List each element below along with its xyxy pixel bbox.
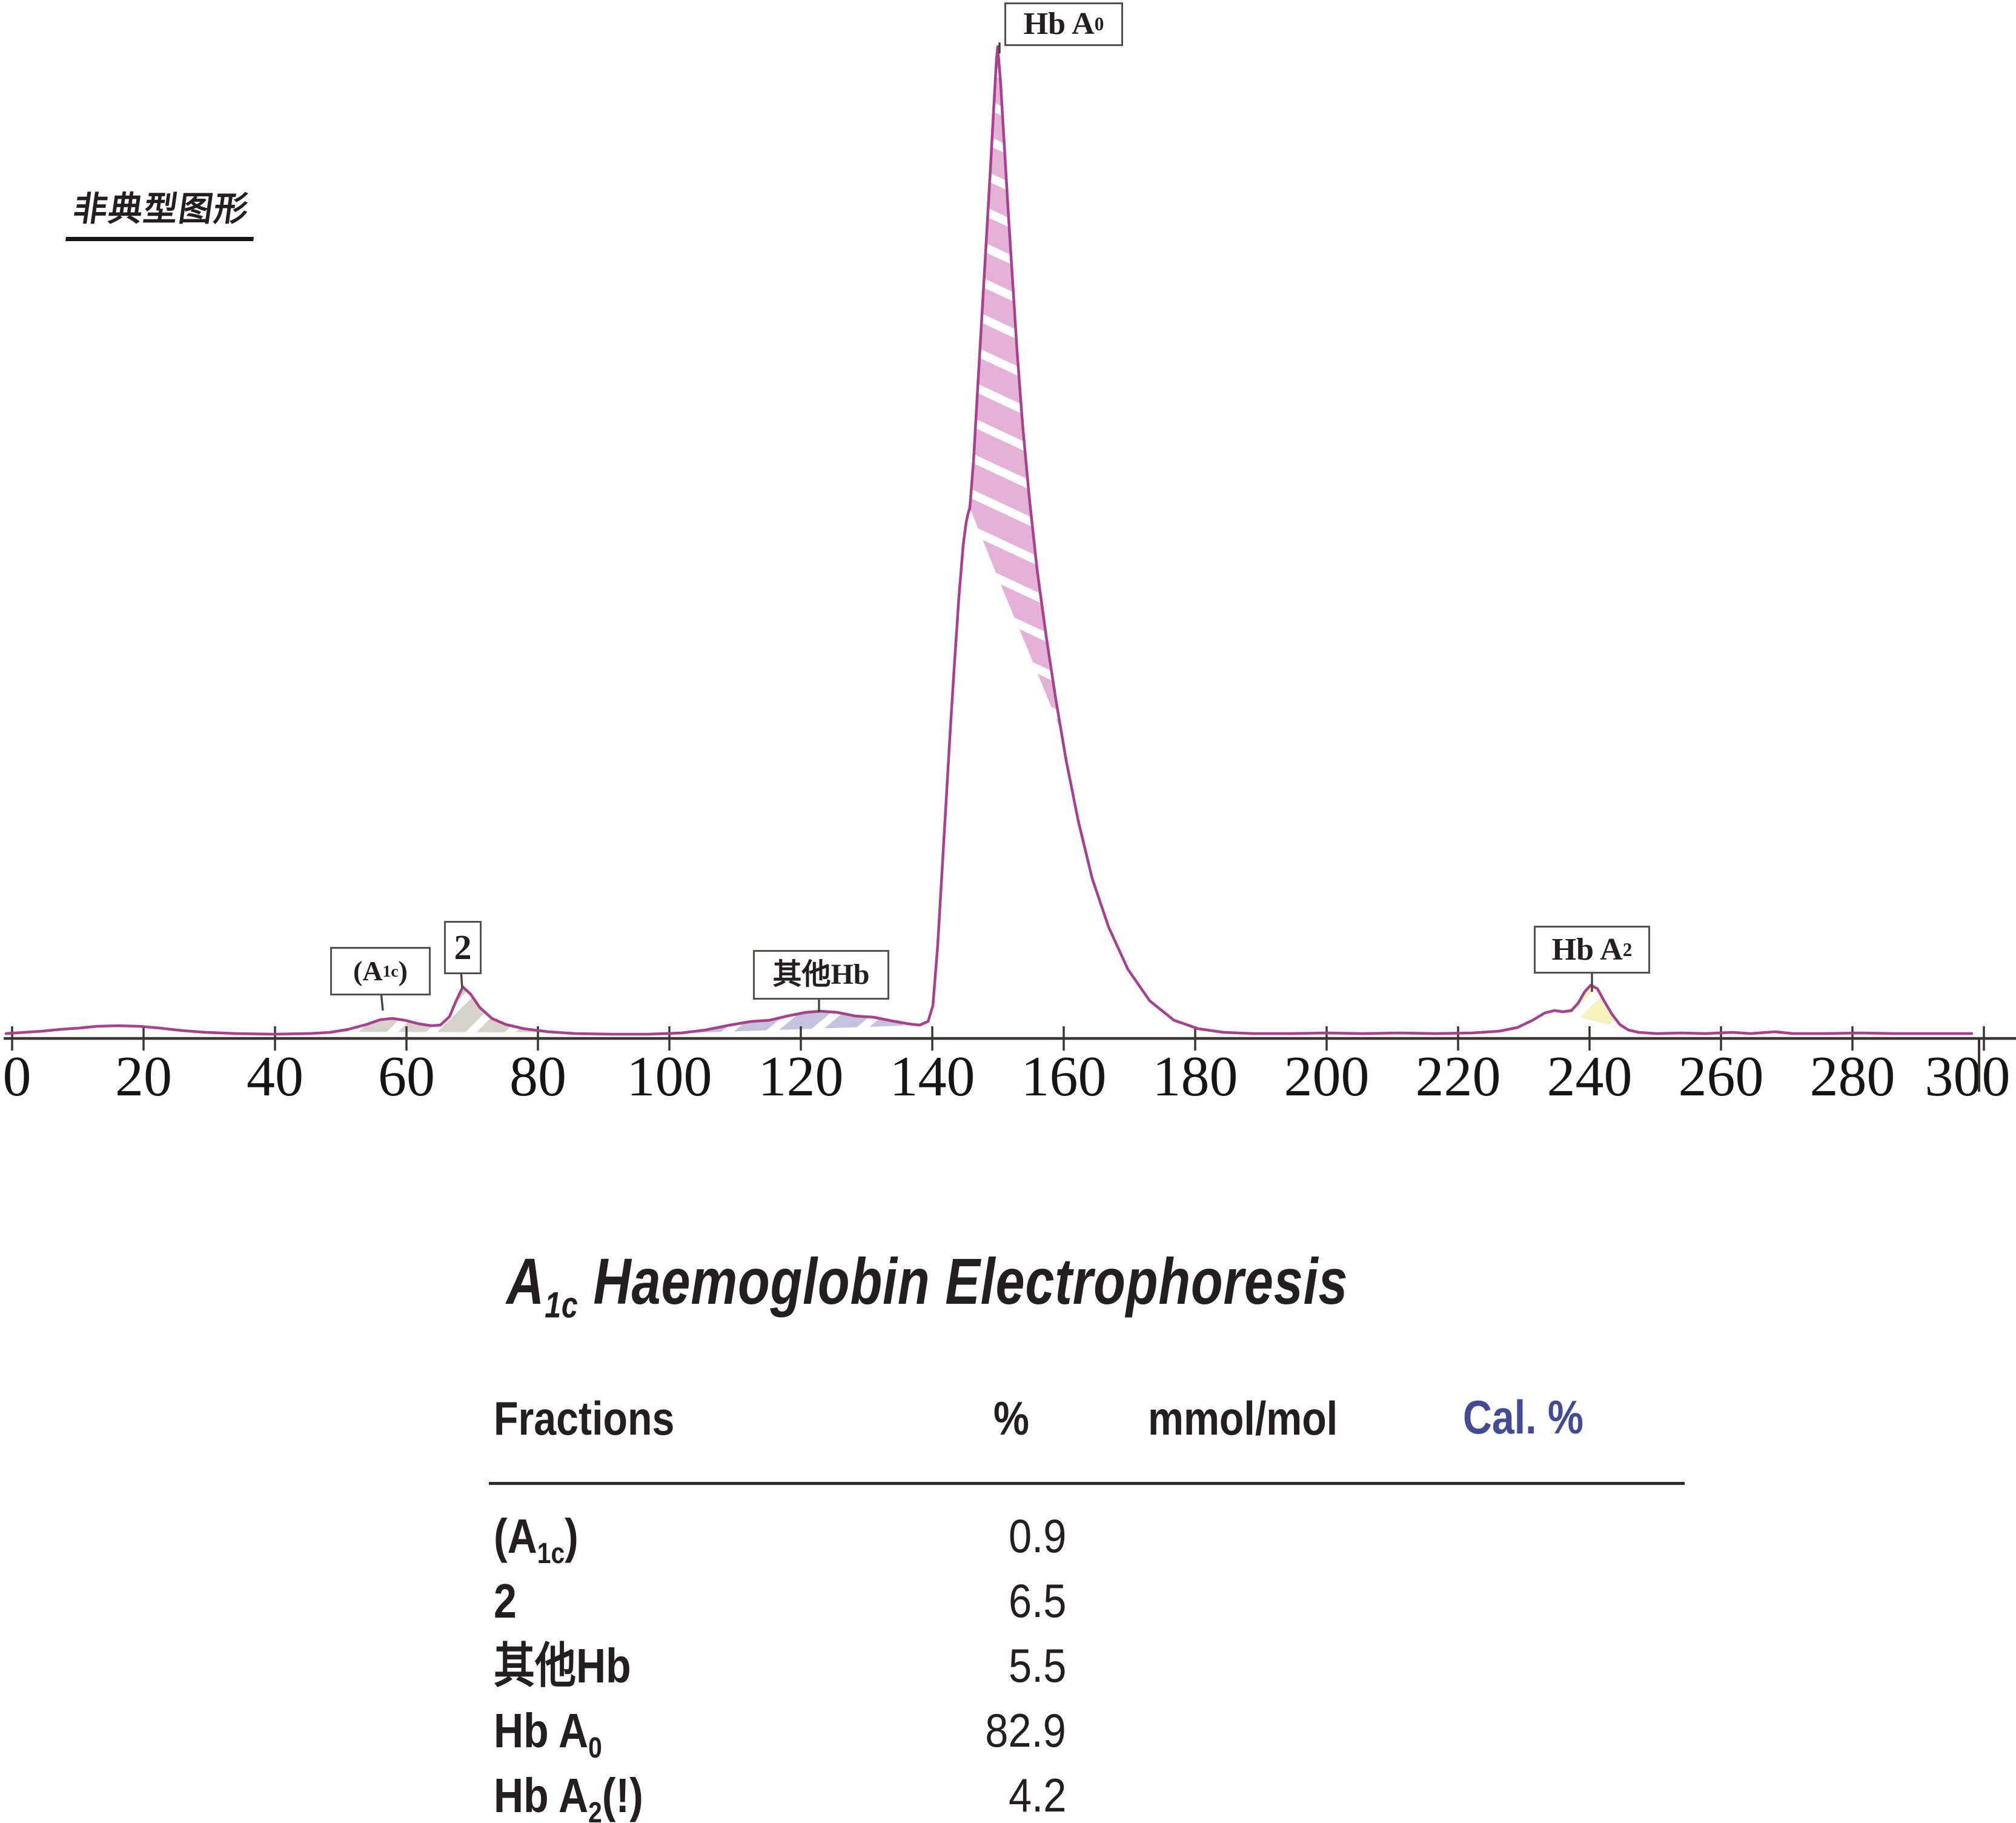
column-header-mmol-mol: mmol/mol bbox=[1148, 1392, 1338, 1445]
x-axis-label-220: 220 bbox=[1416, 1045, 1501, 1108]
x-axis-label-200: 200 bbox=[1284, 1045, 1370, 1108]
x-axis-label-40: 40 bbox=[247, 1045, 303, 1108]
column-header-cal-percent: Cal. % bbox=[1463, 1390, 1583, 1444]
fraction-area-hatch-pink bbox=[970, 47, 1063, 736]
atypical-pattern-note: 非典型图形 bbox=[65, 182, 262, 241]
fraction-name-row-0: (A1c) bbox=[494, 1509, 579, 1570]
fraction-name-row-3: Hb A0 bbox=[494, 1704, 602, 1764]
column-header-fractions: Fractions bbox=[494, 1392, 675, 1445]
x-axis-label-80: 80 bbox=[509, 1045, 566, 1108]
x-axis-label-120: 120 bbox=[758, 1045, 844, 1108]
fraction-percent-row-0: 0.9 bbox=[1008, 1509, 1066, 1562]
fraction-area-hatch-gray bbox=[339, 987, 562, 1032]
peak-label-a1c: (A 1c) bbox=[330, 947, 431, 995]
x-axis-label-20: 20 bbox=[115, 1045, 172, 1108]
electropherogram-trace bbox=[4, 45, 1974, 1036]
fraction-percent-row-1: 6.5 bbox=[1008, 1574, 1066, 1627]
fraction-percent-row-2: 5.5 bbox=[1008, 1639, 1066, 1692]
fraction-name-row-4: Hb A2(!) bbox=[494, 1768, 643, 1823]
fraction-name-row-1: 2 bbox=[494, 1574, 517, 1628]
fraction-percent-row-4: 4.2 bbox=[1008, 1768, 1066, 1822]
x-axis-label-260: 260 bbox=[1679, 1045, 1764, 1108]
x-axis-label-100: 100 bbox=[627, 1045, 712, 1108]
table-header-rule bbox=[489, 1482, 1685, 1485]
x-axis-label-300: 300 bbox=[1925, 1045, 2011, 1108]
report-title: A1c Haemoglobin Electrophoresis bbox=[506, 1244, 1348, 1326]
x-axis-label-140: 140 bbox=[890, 1045, 975, 1108]
x-axis-label-0: 0 bbox=[3, 1045, 31, 1108]
x-axis-label-60: 60 bbox=[378, 1045, 435, 1108]
fraction-name-row-2: 其他Hb bbox=[494, 1639, 631, 1693]
x-axis-label-160: 160 bbox=[1021, 1045, 1107, 1108]
fraction-area-hatch-lavender bbox=[688, 1011, 920, 1033]
fraction-percent-row-3: 82.9 bbox=[985, 1704, 1066, 1757]
column-header-percent: % bbox=[993, 1392, 1029, 1445]
electropherogram-chart: 0 20 40 60 80 100 120 140 160 180 200 220 240 260 280 3… bbox=[3, 42, 2016, 1108]
x-axis-label-180: 180 bbox=[1153, 1045, 1238, 1108]
peak-label-2: 2 bbox=[444, 921, 482, 974]
fraction-area-hatch-yellow bbox=[1554, 985, 1636, 1032]
peak-label-other-hb: 其他Hb bbox=[753, 950, 889, 1000]
x-axis-label-280: 280 bbox=[1810, 1045, 1895, 1108]
x-axis-label-240: 240 bbox=[1547, 1045, 1633, 1108]
